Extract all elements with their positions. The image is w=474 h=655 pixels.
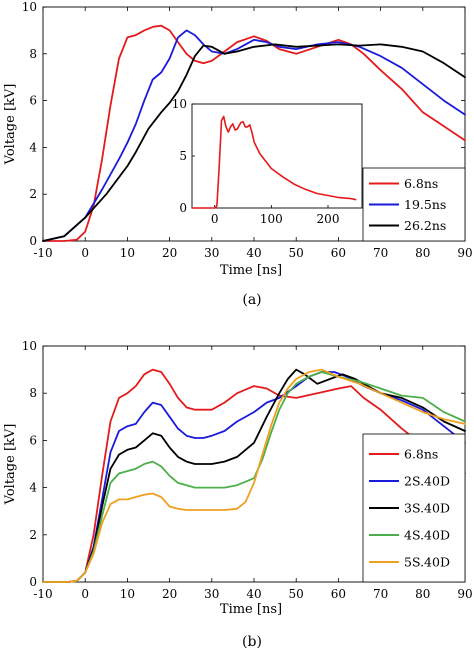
inset-x-tick-label: 200: [317, 212, 340, 226]
legend-label-26.2ns: 26.2ns: [404, 218, 446, 233]
y-tick-label: 2: [29, 187, 37, 201]
x-tick-label: 0: [81, 587, 89, 601]
series-line-6.8ns: [42, 368, 466, 583]
legend-label-4S.40D: 4S.40D: [404, 528, 450, 543]
x-tick-label: 10: [120, 587, 135, 601]
x-tick-label: 10: [120, 246, 135, 260]
y-tick-label: 6: [29, 433, 37, 447]
legend-label-2S.40D: 2S.40D: [404, 474, 450, 489]
figure-caption: (a): [242, 292, 261, 308]
x-tick-label: 50: [289, 587, 304, 601]
x-tick-label: 50: [289, 246, 304, 260]
inset-series-line: [192, 115, 357, 209]
x-tick-label: 90: [457, 587, 472, 601]
x-tick-label: 40: [246, 587, 261, 601]
x-tick-label: 40: [246, 246, 261, 260]
y-tick-label: 0: [29, 575, 37, 589]
y-tick-label: 0: [29, 234, 37, 248]
legend: 6.8ns 2S.40D 3S.40D 4S.40D 5S.40D: [362, 433, 466, 583]
x-tick-label: 60: [331, 246, 346, 260]
inset-x-tick-label: 100: [260, 212, 283, 226]
x-tick-label: 70: [373, 587, 388, 601]
x-tick-label: 20: [162, 587, 177, 601]
series-line-5S.40D: [42, 368, 466, 583]
y-tick-label: 4: [29, 481, 37, 495]
x-tick-label: 30: [204, 246, 219, 260]
x-tick-label: 60: [331, 587, 346, 601]
y-tick-label: 6: [29, 94, 37, 108]
y-tick-label: 10: [22, 339, 37, 353]
legend-label-19.5ns: 19.5ns: [404, 197, 446, 212]
y-axis-label: Voltage [kV]: [3, 424, 18, 506]
x-tick-label: 80: [415, 587, 430, 601]
inset-x-tick-label: 0: [211, 212, 219, 226]
x-tick-label: 80: [415, 246, 430, 260]
y-tick-label: 8: [29, 47, 37, 61]
inset-y-tick-label: 10: [172, 97, 187, 111]
y-tick-label: 4: [29, 140, 37, 154]
x-tick-label: 20: [162, 246, 177, 260]
figure-caption: (b): [242, 634, 262, 650]
x-tick-label: -10: [33, 246, 52, 260]
legend-label-3S.40D: 3S.40D: [404, 501, 450, 516]
series-line-26.2ns: [42, 43, 466, 242]
series-line-3S.40D: [42, 368, 466, 583]
inset-y-tick-label: 0: [179, 201, 187, 215]
y-tick-label: 2: [29, 528, 37, 542]
series-line-6.8ns: [42, 24, 466, 242]
inset-chart: 0 100 200 0 5 10: [172, 97, 363, 226]
x-tick-label: 70: [373, 246, 388, 260]
x-tick-label: 90: [457, 246, 472, 260]
x-tick-label: 0: [81, 246, 89, 260]
legend-label-6.8ns: 6.8ns: [404, 176, 438, 191]
x-axis-label: Time [ns]: [220, 602, 282, 617]
x-axis-label: Time [ns]: [220, 263, 282, 278]
inset-y-tick-label: 5: [179, 149, 187, 163]
x-tick-label: -10: [33, 587, 52, 601]
y-axis-label: Voltage [kV]: [3, 84, 18, 166]
series-line-19.5ns: [42, 29, 466, 242]
y-tick-label: 8: [29, 386, 37, 400]
x-tick-label: 30: [204, 587, 219, 601]
y-tick-label: 10: [22, 0, 37, 14]
legend-label-6.8ns: 6.8ns: [404, 447, 438, 462]
legend: 6.8ns 19.5ns 26.2ns: [362, 167, 466, 242]
legend-label-5S.40D: 5S.40D: [404, 555, 450, 570]
